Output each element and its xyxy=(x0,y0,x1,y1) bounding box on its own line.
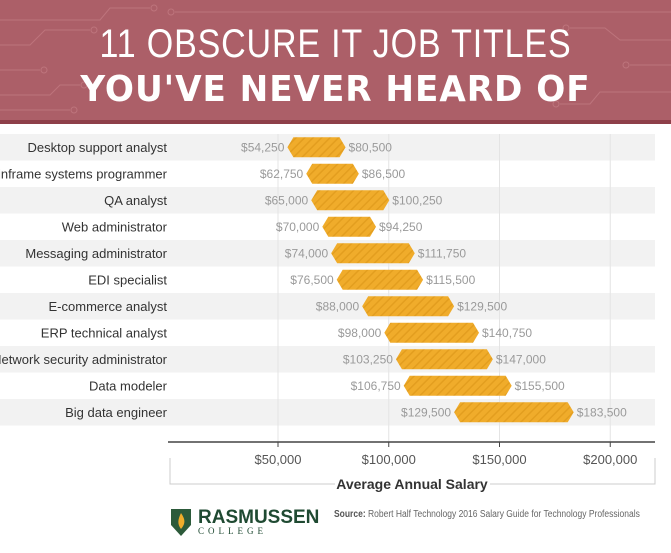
category-label: ERP technical analyst xyxy=(41,325,168,340)
high-salary-label: $111,750 xyxy=(418,246,467,260)
low-salary-label: $98,000 xyxy=(338,326,382,340)
x-axis-label: Average Annual Salary xyxy=(336,476,488,492)
high-salary-label: $183,500 xyxy=(577,405,627,419)
tick-label: $100,000 xyxy=(362,452,416,467)
salary-range-bar xyxy=(395,349,493,370)
title-banner: 11 OBSCURE IT JOB TITLES YOU'VE NEVER HE… xyxy=(0,0,671,124)
category-label: Big data engineer xyxy=(65,405,168,420)
rasmussen-logo: RASMUSSEN COLLEGE xyxy=(170,507,323,537)
salary-range-bar xyxy=(306,163,359,184)
logo-sub: COLLEGE xyxy=(198,526,267,536)
category-label: Data modeler xyxy=(89,378,168,393)
salary-range-bar xyxy=(403,375,512,396)
salary-range-bar xyxy=(287,137,346,158)
tick-label: $150,000 xyxy=(472,452,526,467)
source-label: Source: xyxy=(334,509,366,520)
high-salary-label: $147,000 xyxy=(496,352,546,366)
row-shade xyxy=(0,293,655,320)
title-line-2: YOU'VE NEVER HEARD OF xyxy=(80,69,591,110)
low-salary-label: $106,750 xyxy=(351,379,401,393)
low-salary-label: $54,250 xyxy=(241,140,285,154)
tick-label: $50,000 xyxy=(255,452,302,467)
salary-range-bar xyxy=(384,322,480,343)
salary-range-bar xyxy=(322,216,377,237)
high-salary-label: $80,500 xyxy=(349,140,393,154)
category-label: Web administrator xyxy=(62,219,168,234)
source-note: Source: Robert Half Technology 2016 Sala… xyxy=(334,509,640,520)
salary-range-bar xyxy=(362,296,455,317)
low-salary-label: $129,500 xyxy=(401,405,451,419)
category-label: QA analyst xyxy=(104,193,167,208)
logo-name: RASMUSSEN xyxy=(198,507,320,528)
high-salary-label: $86,500 xyxy=(362,167,406,181)
high-salary-label: $140,750 xyxy=(482,326,532,340)
salary-range-bar xyxy=(336,269,424,290)
low-salary-label: $62,750 xyxy=(260,167,304,181)
category-label: Desktop support analyst xyxy=(28,140,168,155)
low-salary-label: $70,000 xyxy=(276,220,320,234)
low-salary-label: $76,500 xyxy=(290,273,334,287)
category-label: E-commerce analyst xyxy=(49,299,168,314)
source-text: Robert Half Technology 2016 Salary Guide… xyxy=(368,509,640,520)
salary-range-bar xyxy=(331,243,415,264)
row-shade xyxy=(0,240,655,267)
row-shade xyxy=(0,346,655,373)
low-salary-label: $74,000 xyxy=(285,246,329,260)
high-salary-label: $94,250 xyxy=(379,220,423,234)
low-salary-label: $103,250 xyxy=(343,352,393,366)
low-salary-label: $88,000 xyxy=(316,299,360,313)
category-label: Network security administrator xyxy=(0,352,168,367)
high-salary-label: $129,500 xyxy=(457,299,507,313)
flame-shield-icon xyxy=(171,509,191,536)
title-line-1: 11 OBSCURE IT JOB TITLES xyxy=(99,22,572,66)
circuit-pattern xyxy=(0,4,671,114)
category-label: Messaging administrator xyxy=(25,246,167,261)
salary-range-bar xyxy=(454,402,574,423)
low-salary-label: $65,000 xyxy=(265,193,309,207)
axis-bracket xyxy=(169,458,656,485)
high-salary-label: $155,500 xyxy=(515,379,565,393)
high-salary-label: $100,250 xyxy=(392,193,442,207)
category-label: Mainframe systems programmer xyxy=(0,166,168,181)
high-salary-label: $115,500 xyxy=(426,273,475,287)
category-label: EDI specialist xyxy=(88,272,167,287)
salary-range-bar xyxy=(311,190,390,211)
salary-range-chart: Desktop support analyst Mainframe systems… xyxy=(0,134,656,492)
tick-label: $200,000 xyxy=(583,452,637,467)
